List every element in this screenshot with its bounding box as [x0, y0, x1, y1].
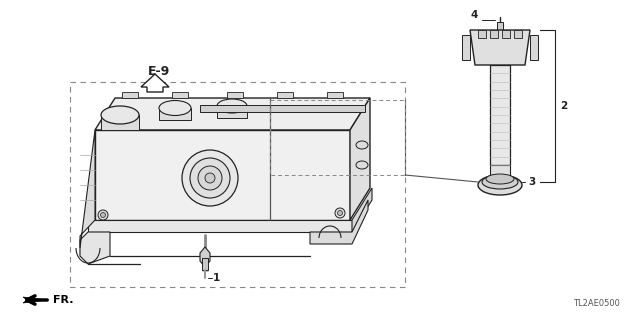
Circle shape	[182, 150, 238, 206]
Text: FR.: FR.	[53, 295, 74, 305]
Ellipse shape	[478, 175, 522, 195]
Polygon shape	[95, 98, 370, 130]
Polygon shape	[23, 297, 47, 303]
Polygon shape	[470, 30, 530, 65]
Text: 3: 3	[528, 177, 535, 187]
Polygon shape	[200, 105, 365, 112]
Polygon shape	[502, 30, 510, 38]
Circle shape	[198, 166, 222, 190]
Polygon shape	[95, 130, 350, 220]
Polygon shape	[350, 98, 370, 220]
Ellipse shape	[486, 174, 514, 184]
Polygon shape	[141, 74, 169, 92]
Polygon shape	[310, 200, 368, 244]
Polygon shape	[80, 232, 110, 264]
Circle shape	[335, 208, 345, 218]
Polygon shape	[101, 115, 139, 130]
Text: E-9: E-9	[148, 65, 170, 78]
Polygon shape	[478, 30, 486, 38]
Polygon shape	[172, 92, 188, 98]
Ellipse shape	[217, 99, 247, 113]
Ellipse shape	[356, 141, 368, 149]
Circle shape	[98, 210, 108, 220]
Polygon shape	[80, 130, 95, 248]
Polygon shape	[217, 106, 247, 118]
Text: 4: 4	[470, 10, 478, 20]
Polygon shape	[490, 65, 510, 165]
Circle shape	[100, 212, 106, 218]
Circle shape	[205, 173, 215, 183]
Circle shape	[190, 158, 230, 198]
Polygon shape	[352, 188, 372, 232]
Polygon shape	[277, 92, 293, 98]
Polygon shape	[490, 30, 498, 38]
Polygon shape	[497, 22, 503, 30]
Polygon shape	[514, 30, 522, 38]
Polygon shape	[122, 92, 138, 98]
Bar	[202, 258, 208, 270]
Polygon shape	[227, 92, 243, 98]
Polygon shape	[462, 35, 470, 60]
Text: 1: 1	[213, 273, 220, 283]
Polygon shape	[200, 247, 210, 267]
Polygon shape	[327, 92, 343, 98]
Ellipse shape	[159, 100, 191, 116]
Circle shape	[337, 211, 342, 215]
Polygon shape	[88, 220, 352, 232]
Ellipse shape	[101, 106, 139, 124]
Ellipse shape	[356, 161, 368, 169]
Polygon shape	[490, 165, 510, 182]
Text: TL2AE0500: TL2AE0500	[573, 299, 620, 308]
Polygon shape	[530, 35, 538, 60]
Ellipse shape	[482, 175, 518, 189]
Text: 2: 2	[560, 101, 567, 111]
Polygon shape	[159, 108, 191, 120]
